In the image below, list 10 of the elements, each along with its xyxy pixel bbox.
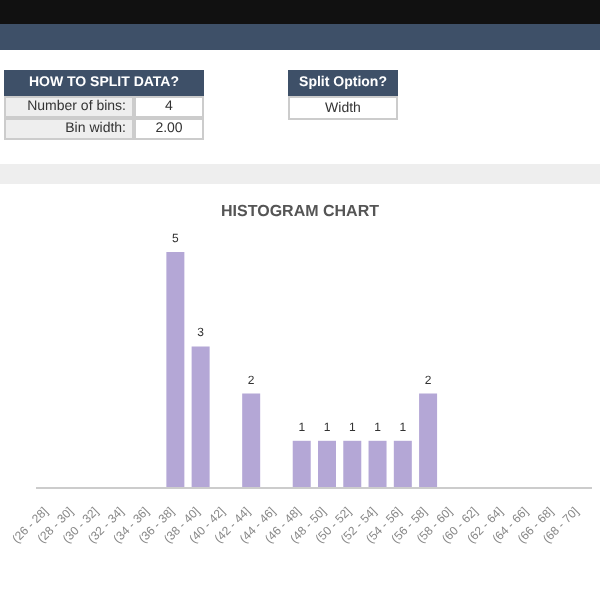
bar bbox=[393, 440, 412, 488]
bar bbox=[318, 440, 336, 488]
bar bbox=[292, 440, 311, 488]
bar bbox=[242, 393, 261, 488]
bar bbox=[368, 440, 387, 488]
bar bbox=[419, 393, 438, 488]
bar bbox=[166, 252, 185, 488]
chart-title: HISTOGRAM CHART bbox=[219, 202, 381, 220]
bar bbox=[191, 346, 210, 488]
bar bbox=[343, 440, 362, 488]
